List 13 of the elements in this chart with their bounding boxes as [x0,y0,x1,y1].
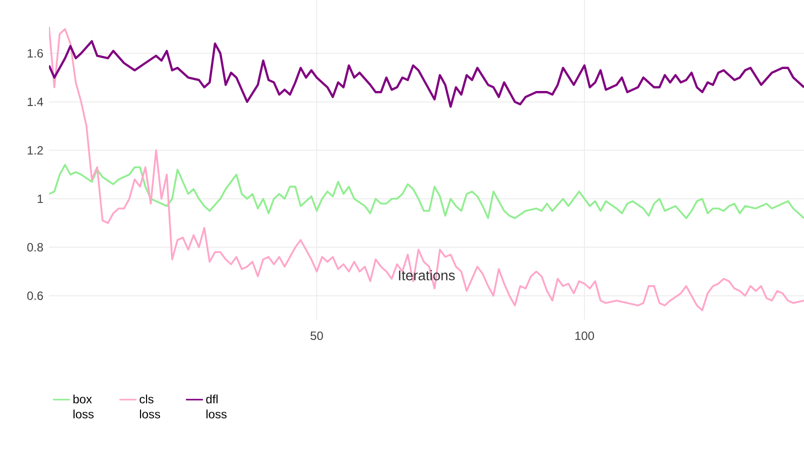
legend-label: cls loss [140,394,160,418]
y-tick-label: 0.6 [27,292,43,300]
x-tick-label: 100 [575,332,594,340]
y-tick-label: 1.4 [28,98,44,106]
x-tick-label: 50 [310,332,323,340]
y-tick-label: 0.8 [27,243,43,252]
y-tick-label: 1 [38,194,43,203]
y-tick-label: 1.6 [28,49,43,58]
legend-label: dfl loss [206,394,227,418]
y-tick-label: 1.2 [28,146,43,154]
line-series [49,40,804,108]
x-axis-title: Iterations [399,270,455,280]
legend-label: box loss [73,394,94,418]
